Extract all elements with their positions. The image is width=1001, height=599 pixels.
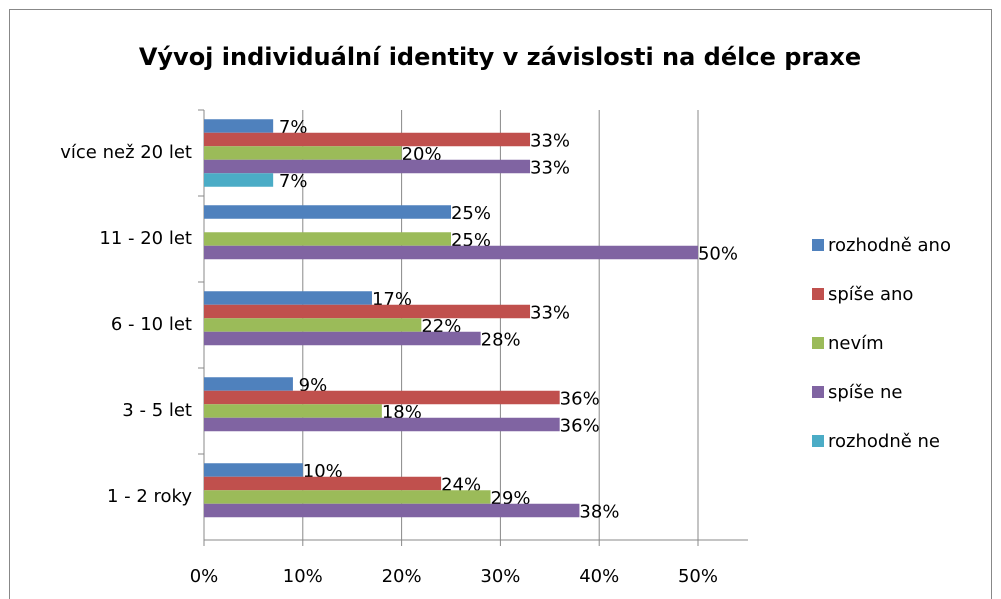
y-tick-label: 11 - 20 let	[99, 228, 192, 249]
data-label: 33%	[530, 131, 570, 152]
bar	[204, 304, 531, 319]
legend-swatch	[812, 288, 824, 300]
bar	[204, 404, 382, 418]
bar	[204, 417, 560, 432]
bar	[204, 463, 303, 477]
y-tick-label: 3 - 5 let	[122, 400, 192, 421]
data-label: 33%	[530, 303, 570, 324]
bar	[204, 476, 442, 491]
legend-swatch	[812, 435, 824, 447]
legend-label: spíše ne	[828, 382, 902, 403]
y-tick-label: 6 - 10 let	[111, 314, 192, 335]
bar	[204, 146, 402, 160]
x-tick-label: 20%	[382, 566, 422, 587]
bar	[204, 390, 560, 405]
data-label: 36%	[560, 389, 600, 410]
bar	[204, 245, 698, 260]
legend-label: rozhodně ne	[828, 431, 940, 452]
bar	[204, 119, 274, 133]
x-tick-label: 30%	[480, 566, 520, 587]
data-label: 33%	[530, 158, 570, 179]
y-tick-label: více než 20 let	[60, 142, 192, 163]
bar	[204, 132, 531, 147]
y-tick-label: 1 - 2 roky	[107, 486, 192, 507]
legend-label: nevím	[828, 333, 884, 354]
bar	[204, 377, 293, 391]
data-label: 50%	[698, 244, 738, 265]
bar	[204, 318, 422, 332]
bar	[204, 331, 481, 346]
x-tick-label: 10%	[283, 566, 323, 587]
legend-label: rozhodně ano	[828, 235, 951, 256]
bar	[204, 159, 531, 174]
x-tick-label: 50%	[678, 566, 718, 587]
bar	[204, 291, 372, 305]
bar	[204, 173, 274, 187]
x-tick-label: 40%	[579, 566, 619, 587]
data-label: 28%	[481, 330, 521, 351]
bar	[204, 490, 491, 504]
data-label: 25%	[451, 203, 491, 224]
legend-swatch	[812, 386, 824, 398]
chart-title: Vývoj individuální identity v závislosti…	[139, 43, 861, 71]
bar	[204, 205, 451, 219]
data-label: 36%	[560, 416, 600, 437]
x-tick-label: 0%	[190, 566, 219, 587]
legend-label: spíše ano	[828, 284, 913, 305]
bar	[204, 232, 451, 246]
legend-swatch	[812, 337, 824, 349]
legend-swatch	[812, 239, 824, 251]
data-label: 7%	[279, 171, 308, 192]
bar	[204, 503, 580, 518]
data-label: 38%	[579, 502, 619, 523]
